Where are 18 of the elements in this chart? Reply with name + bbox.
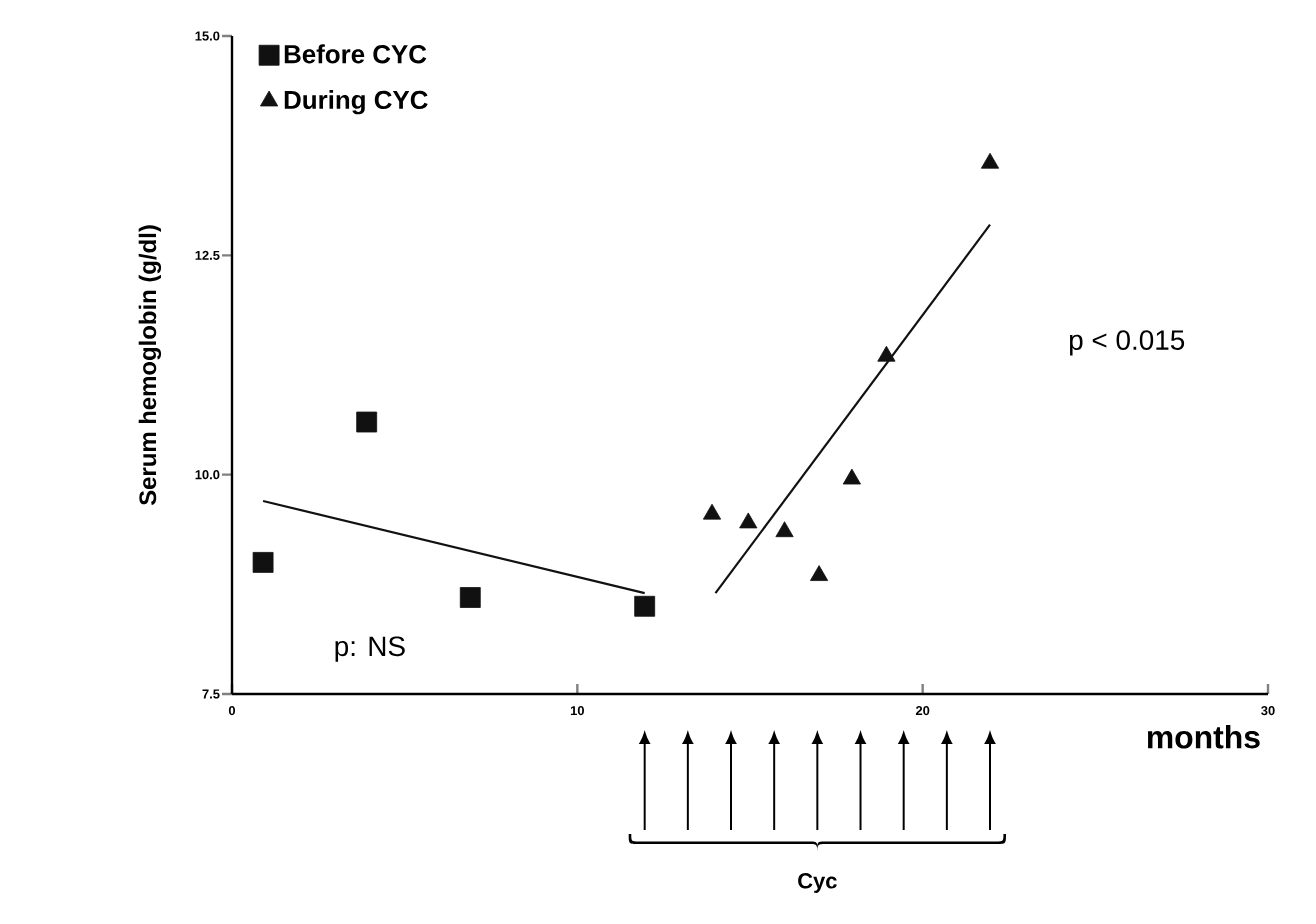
point (842, 468, 861, 485)
point (980, 152, 1000, 169)
point (702, 503, 722, 520)
point (356, 411, 378, 433)
point (775, 521, 794, 538)
point (459, 587, 481, 608)
point (877, 345, 896, 362)
point (252, 552, 274, 573)
annotation: p: NS (335, 636, 405, 662)
point (810, 565, 829, 581)
annotation: p < 0.015 (1070, 330, 1185, 356)
legend-label: During CYC (284, 90, 428, 115)
x-axis-title: months (1147, 725, 1260, 749)
text: Cyc (798, 873, 837, 893)
point (739, 512, 758, 529)
point (634, 595, 656, 617)
y-axis-title: Serum hemoglobin (g/dl) (138, 225, 162, 506)
legend-label: Before CYC (284, 44, 427, 64)
